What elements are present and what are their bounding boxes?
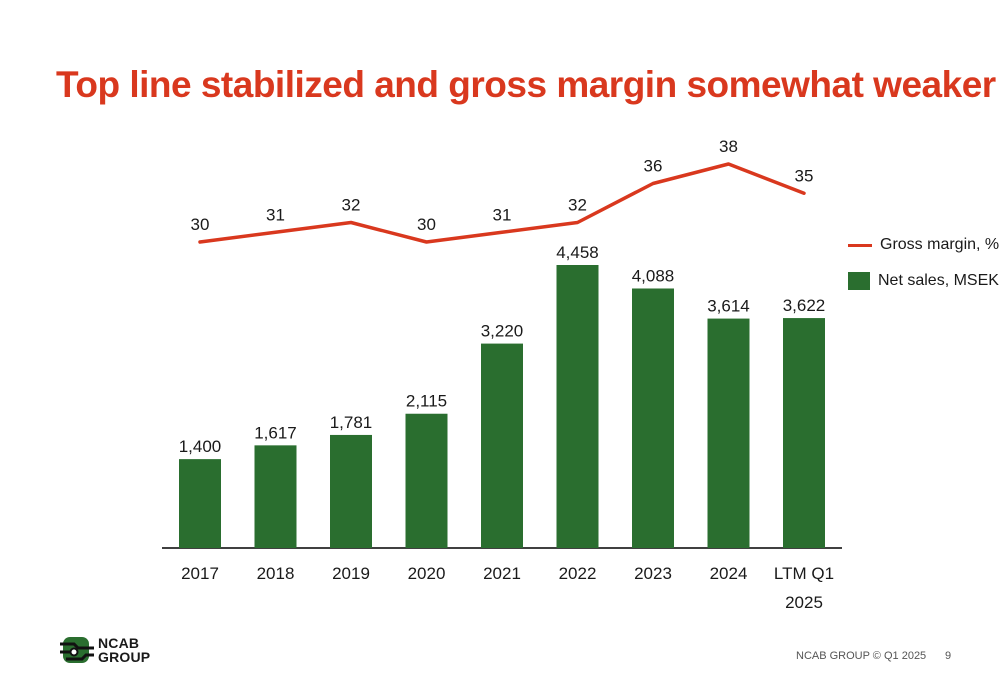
line-label-2018: 31: [266, 205, 285, 224]
bar-2018: [254, 445, 297, 548]
bar-label-2019: 1,781: [330, 413, 373, 432]
x-tick-label-2018: 2018: [257, 564, 295, 583]
x-tick-label-2020: 2020: [408, 564, 446, 583]
company-logo: NCAB GROUP: [60, 635, 150, 665]
bar-2024: [707, 318, 750, 548]
legend-item-gross-margin: Gross margin, %: [848, 234, 999, 256]
line-label-ltm-q1-2025: 35: [795, 166, 814, 185]
page-number: 9: [945, 650, 952, 662]
bar-ltm-q1-2025: [783, 318, 825, 548]
line-label-2017: 30: [191, 215, 210, 234]
bar-2021: [481, 343, 523, 548]
line-label-2023: 36: [644, 157, 663, 176]
bar-label-2020: 2,115: [406, 392, 447, 411]
x-tick-label-2021: 2021: [483, 564, 521, 583]
line-label-2020: 30: [417, 215, 436, 234]
bar-2023: [632, 288, 674, 548]
bar-label-2023: 4,088: [632, 266, 675, 285]
x-tick-label-2024: 2024: [710, 564, 748, 583]
legend-bar-swatch: [848, 272, 870, 290]
bar-label-2017: 1,400: [179, 437, 222, 456]
circuit-logo-icon: [60, 637, 94, 663]
x-tick-label-2023: 2023: [634, 564, 672, 583]
logo-text-line2: GROUP: [98, 649, 151, 665]
bar-label-2021: 3,220: [481, 322, 524, 341]
x-tick-label-2017: 2017: [181, 564, 219, 583]
legend-line-swatch: [848, 243, 872, 247]
line-label-2019: 32: [342, 196, 361, 215]
bar-label-2018: 1,617: [254, 423, 297, 442]
legend-item-net-sales: Net sales, MSEK: [848, 270, 999, 292]
footer-text: NCAB GROUP © Q1 2025: [796, 650, 927, 662]
legend-label-gross-margin: Gross margin, %: [880, 236, 1000, 253]
legend-label-net-sales: Net sales, MSEK: [878, 272, 999, 289]
line-label-2022: 32: [568, 196, 587, 215]
chart-legend: Gross margin, % Net sales, MSEK: [848, 234, 999, 306]
page-title: Top line stabilized and gross margin som…: [56, 64, 996, 105]
bar-2017: [179, 459, 221, 548]
logo-text-line1: NCAB: [98, 635, 140, 651]
bar-label-2024: 3,614: [707, 297, 750, 316]
x-tick-label-2022: 2022: [559, 564, 597, 583]
bar-2022: [556, 265, 599, 548]
gross-margin-line: [198, 162, 806, 244]
line-label-2024: 38: [719, 137, 738, 156]
bar-2019: [330, 434, 372, 548]
x-tick-label-2019: 2019: [332, 564, 370, 583]
line-label-2021: 31: [493, 205, 512, 224]
x-tick-label-ltm-q1-2025: LTM Q1: [774, 564, 834, 583]
bar-label-2022: 4,458: [556, 243, 599, 262]
bar-label-ltm-q1-2025: 3,622: [783, 296, 826, 315]
x-tick-label-ltm-q1-2025-1: 2025: [785, 593, 823, 612]
bar-2020: [405, 413, 448, 548]
